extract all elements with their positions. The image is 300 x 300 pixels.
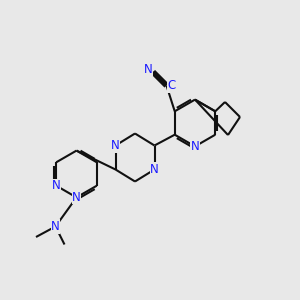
Text: N: N (72, 191, 81, 204)
Text: N: N (111, 139, 120, 152)
Text: N: N (190, 140, 200, 153)
Text: N: N (144, 63, 153, 76)
Text: C: C (168, 79, 176, 92)
Text: N: N (150, 163, 159, 176)
Text: N: N (52, 179, 61, 192)
Text: N: N (51, 220, 60, 233)
